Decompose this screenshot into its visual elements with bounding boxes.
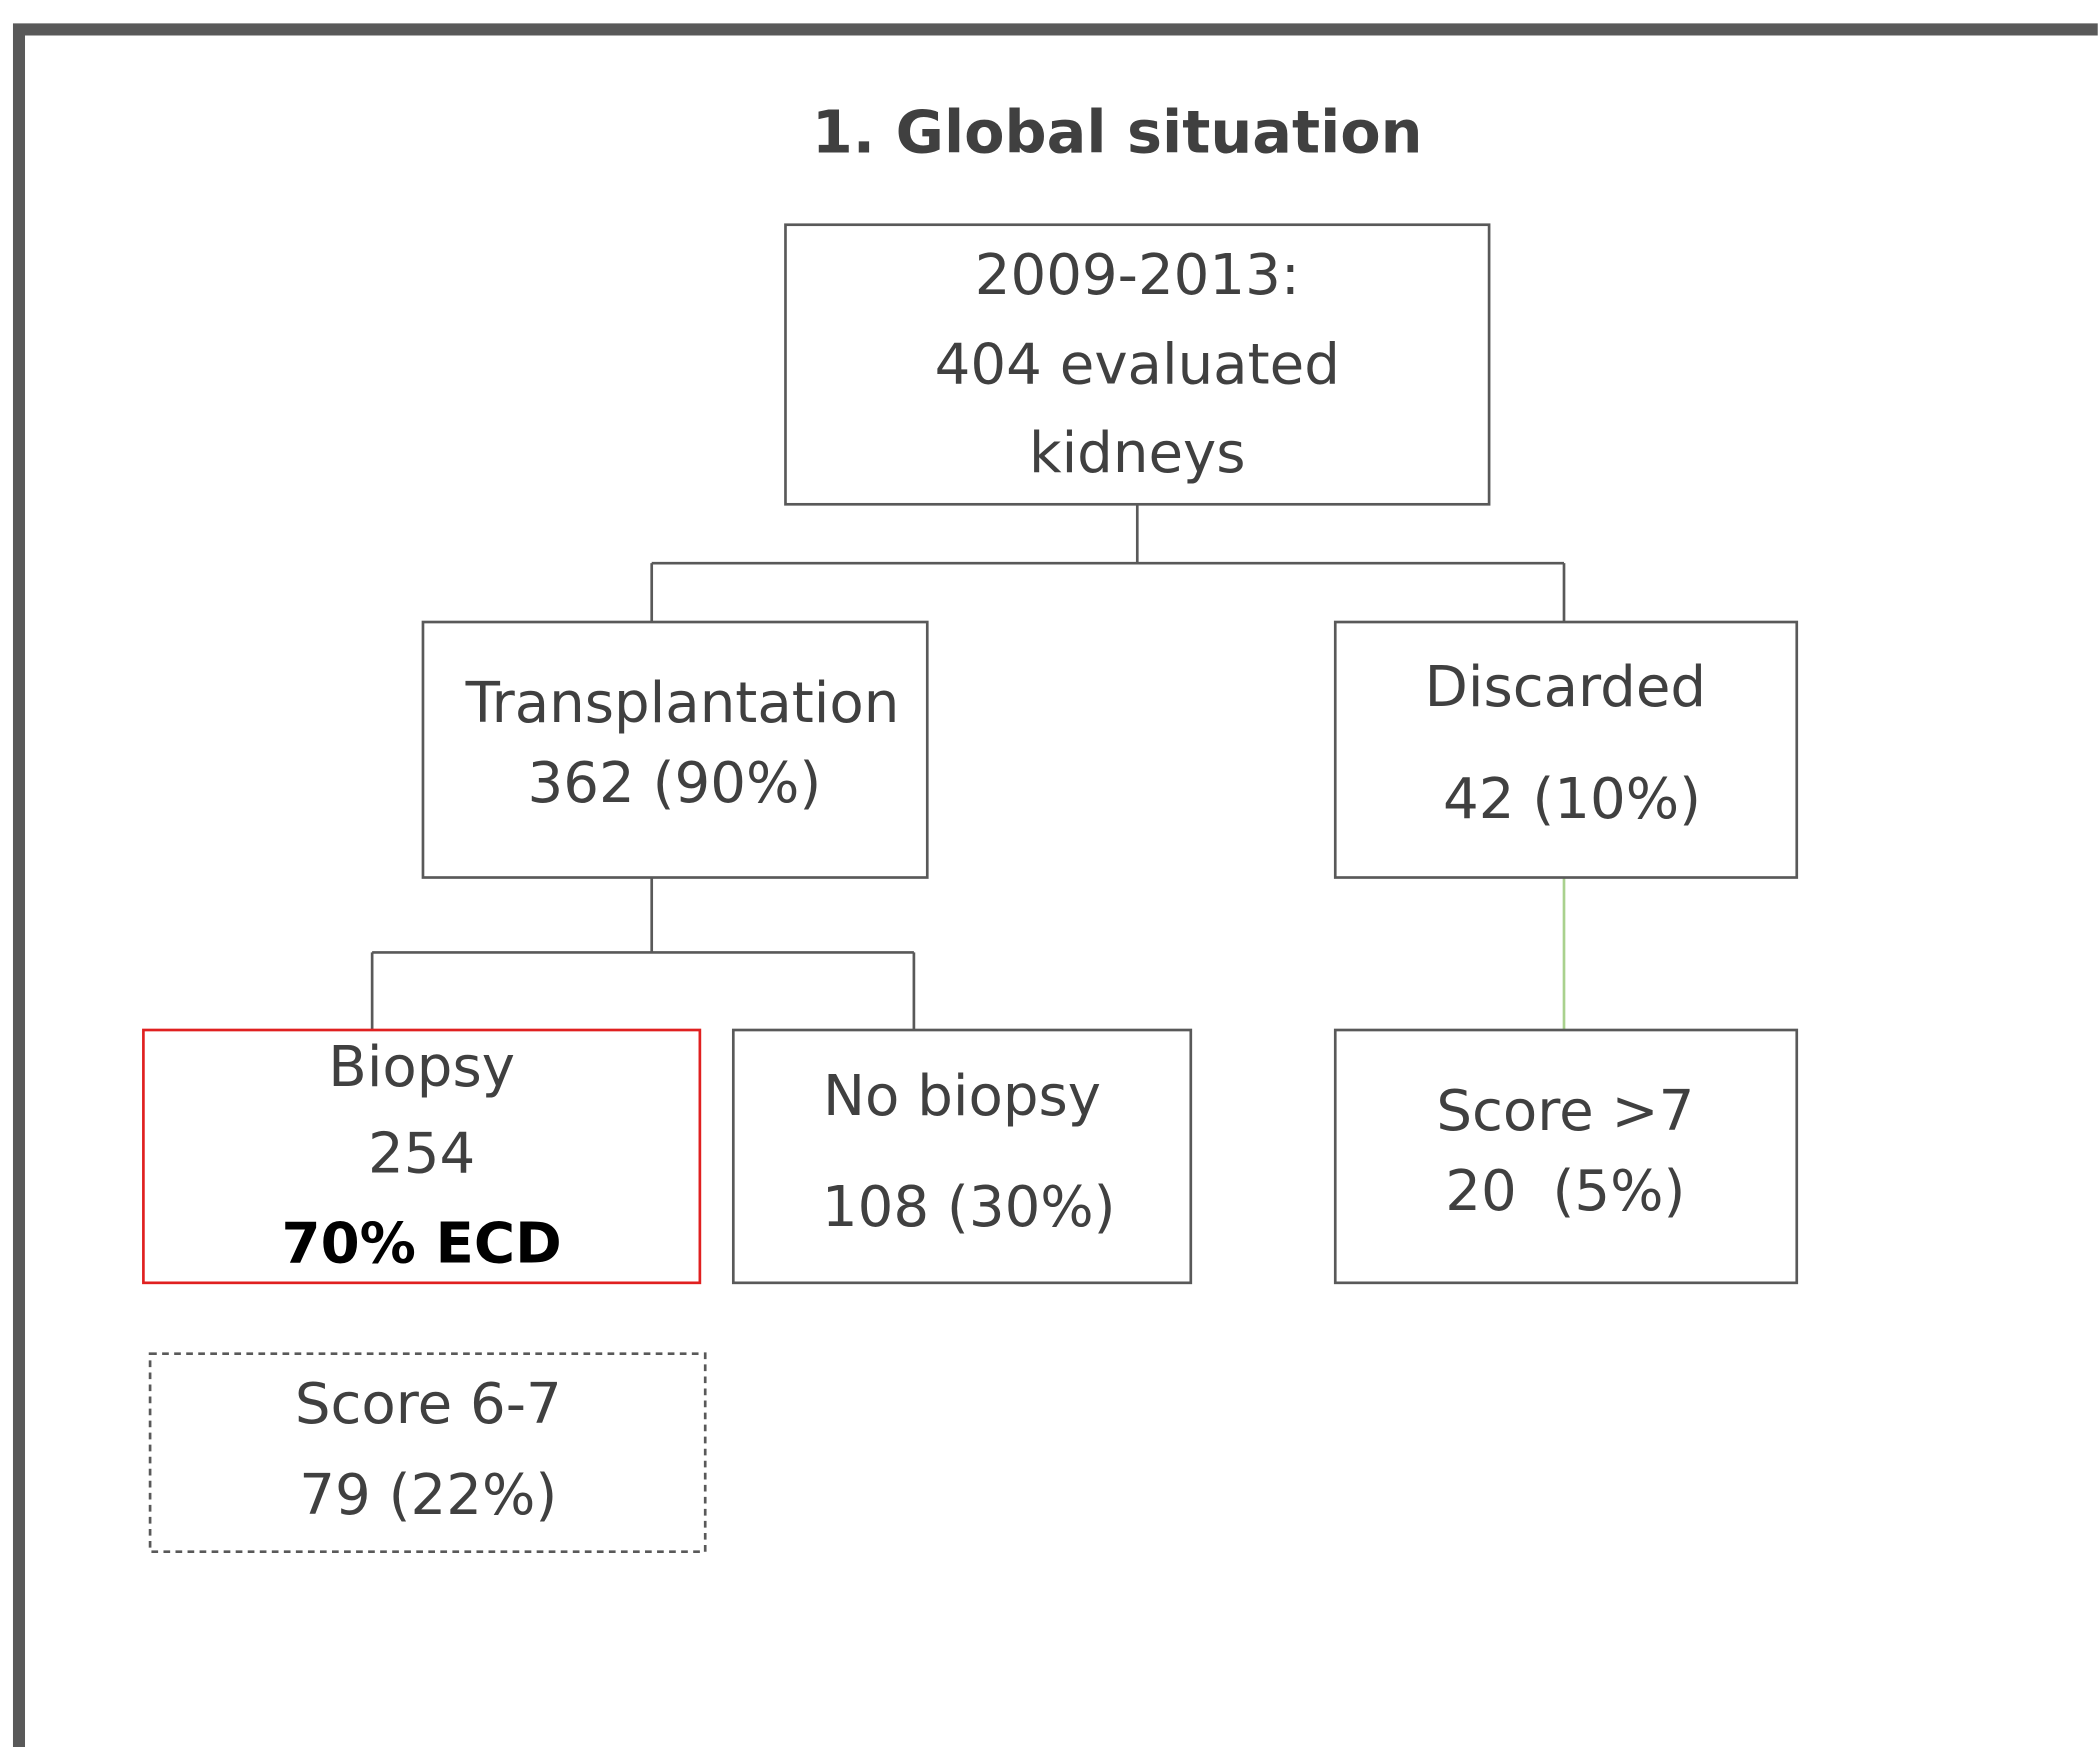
- node-text: 42 (10%): [1443, 767, 1701, 832]
- node-box: [421, 620, 929, 879]
- node-box: [148, 1352, 707, 1554]
- node-text: 254: [368, 1122, 475, 1187]
- node-text: No biopsy: [823, 1064, 1101, 1129]
- node-text: 79 (22%): [299, 1463, 557, 1528]
- node-text: 70% ECD: [282, 1211, 562, 1276]
- node-text: Discarded: [1425, 655, 1706, 720]
- node-box: [1333, 620, 1799, 879]
- node-text: 2009-2013:: [975, 243, 1300, 308]
- node-text: 404 evaluated: [935, 332, 1340, 397]
- node-text: Transplantation: [465, 671, 900, 736]
- node-text: 108 (30%): [822, 1175, 1116, 1240]
- node-box: [784, 223, 1491, 506]
- frame: [12, 23, 2098, 1747]
- node-box: [142, 1028, 702, 1285]
- node-text: Score >7: [1436, 1079, 1694, 1144]
- node-text: kidneys: [1029, 421, 1245, 486]
- node-box: [731, 1028, 1193, 1285]
- node-box: [1333, 1028, 1799, 1285]
- title: 1. Global situation: [812, 98, 1423, 167]
- node-text: 20 (5%): [1445, 1159, 1685, 1224]
- node-text: Biopsy: [328, 1035, 515, 1100]
- node-text: 362 (90%): [528, 751, 822, 816]
- connector: [370, 504, 1566, 1031]
- node-text: Score 6-7: [295, 1372, 562, 1437]
